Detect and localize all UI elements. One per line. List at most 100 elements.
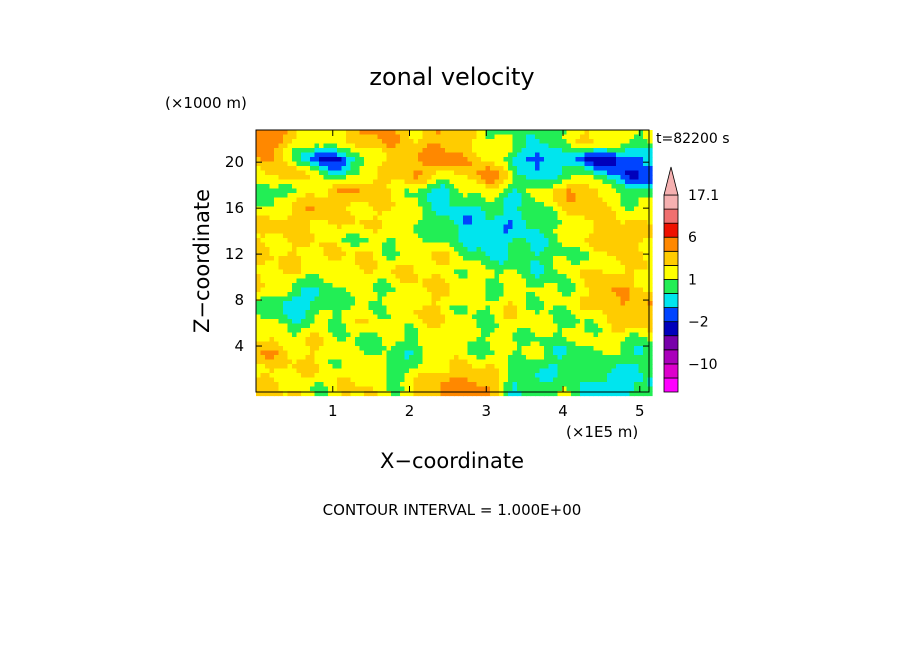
heatmap-cell: [530, 328, 536, 334]
heatmap-cell: [472, 188, 478, 194]
heatmap-cell: [598, 310, 604, 316]
heatmap-cell: [638, 206, 644, 212]
heatmap-cell: [503, 274, 509, 280]
heatmap-cell: [467, 368, 473, 374]
heatmap-cell: [341, 148, 347, 154]
heatmap-cell: [517, 229, 523, 235]
heatmap-cell: [337, 206, 343, 212]
heatmap-cell: [481, 211, 487, 217]
heatmap-cell: [490, 377, 496, 383]
heatmap-cell: [503, 143, 509, 149]
heatmap-cell: [472, 161, 478, 167]
heatmap-cell: [418, 157, 424, 163]
heatmap-cell: [445, 301, 451, 307]
heatmap-cell: [310, 305, 316, 311]
heatmap-cell: [260, 323, 266, 329]
heatmap-cell: [422, 368, 428, 374]
heatmap-cell: [476, 269, 482, 275]
heatmap-cell: [350, 287, 356, 293]
heatmap-cell: [413, 184, 419, 190]
heatmap-cell: [341, 332, 347, 338]
heatmap-cell: [278, 220, 284, 226]
heatmap-cell: [391, 373, 397, 379]
heatmap-cell: [611, 265, 617, 271]
heatmap-cell: [404, 170, 410, 176]
heatmap-cell: [341, 152, 347, 158]
heatmap-cell: [413, 175, 419, 181]
heatmap-cell: [305, 130, 311, 136]
heatmap-cell: [256, 143, 262, 149]
heatmap-cell: [548, 364, 554, 370]
heatmap-cell: [647, 238, 653, 244]
heatmap-cell: [346, 337, 352, 343]
heatmap-cell: [341, 328, 347, 334]
heatmap-cell: [319, 161, 325, 167]
heatmap-cell: [287, 377, 293, 383]
heatmap-cell: [292, 148, 298, 154]
heatmap-cell: [454, 337, 460, 343]
heatmap-cell: [467, 373, 473, 379]
heatmap-cell: [508, 346, 514, 352]
heatmap-cell: [274, 269, 280, 275]
heatmap-cell: [382, 269, 388, 275]
heatmap-cell: [553, 310, 559, 316]
heatmap-cell: [265, 382, 271, 388]
heatmap-cell: [382, 233, 388, 239]
heatmap-cell: [571, 143, 577, 149]
heatmap-cell: [359, 283, 365, 289]
heatmap-cell: [643, 323, 649, 329]
heatmap-cell: [301, 175, 307, 181]
heatmap-cell: [337, 152, 343, 158]
heatmap-cell: [422, 251, 428, 257]
heatmap-cell: [472, 215, 478, 221]
heatmap-cell: [499, 242, 505, 248]
heatmap-cell: [328, 364, 334, 370]
heatmap-cell: [256, 148, 262, 154]
heatmap-cell: [337, 238, 343, 244]
heatmap-cell: [508, 256, 514, 262]
heatmap-cell: [562, 224, 568, 230]
heatmap-cell: [526, 319, 532, 325]
heatmap-cell: [472, 179, 478, 185]
heatmap-cell: [319, 359, 325, 365]
heatmap-cell: [647, 197, 653, 203]
heatmap-cell: [593, 328, 599, 334]
heatmap-cell: [530, 373, 536, 379]
heatmap-cell: [625, 310, 631, 316]
heatmap-cell: [287, 215, 293, 221]
heatmap-cell: [580, 161, 586, 167]
heatmap-cell: [643, 148, 649, 154]
heatmap-cell: [323, 346, 329, 352]
heatmap-cell: [382, 206, 388, 212]
heatmap-cell: [359, 319, 365, 325]
heatmap-cell: [526, 296, 532, 302]
heatmap-cell: [265, 319, 271, 325]
heatmap-cell: [377, 337, 383, 343]
heatmap-cell: [445, 350, 451, 356]
heatmap-cell: [427, 179, 433, 185]
heatmap-cell: [413, 229, 419, 235]
heatmap-cell: [445, 314, 451, 320]
heatmap-cell: [539, 323, 545, 329]
heatmap-cell: [292, 211, 298, 217]
heatmap-cell: [368, 229, 374, 235]
heatmap-cell: [643, 265, 649, 271]
heatmap-cell: [431, 382, 437, 388]
heatmap-cell: [436, 148, 442, 154]
heatmap-cell: [472, 377, 478, 383]
heatmap-cell: [332, 229, 338, 235]
heatmap-cell: [616, 292, 622, 298]
heatmap-cell: [562, 229, 568, 235]
heatmap-cell: [634, 265, 640, 271]
heatmap-cell: [544, 206, 550, 212]
heatmap-cell: [305, 296, 311, 302]
heatmap-cell: [638, 314, 644, 320]
heatmap-cell: [305, 292, 311, 298]
heatmap-cell: [314, 247, 320, 253]
heatmap-cell: [499, 188, 505, 194]
heatmap-cell: [499, 346, 505, 352]
heatmap-cell: [638, 350, 644, 356]
heatmap-cell: [539, 283, 545, 289]
heatmap-cell: [620, 170, 626, 176]
heatmap-cell: [503, 332, 509, 338]
